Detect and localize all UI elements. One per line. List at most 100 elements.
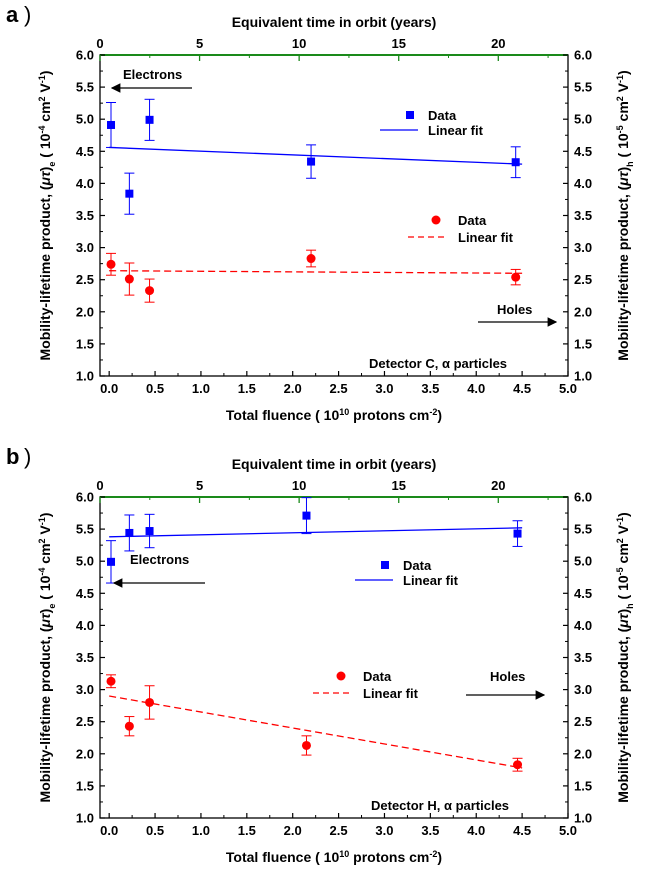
legend-electrons-data-marker xyxy=(381,561,389,569)
top-x-tick-label: 20 xyxy=(491,36,505,51)
legend-holes-data-label: Data xyxy=(458,213,487,228)
x-tick-label: 2.0 xyxy=(284,823,302,838)
y-tick-label-right: 3.5 xyxy=(574,208,592,223)
y-tick-label-right: 2.5 xyxy=(574,714,592,729)
electrons-data-point xyxy=(125,528,134,537)
y-tick-label-left: 3.5 xyxy=(76,650,94,665)
y-tick-label-left: 6.0 xyxy=(76,48,94,63)
x-tick-label: 2.5 xyxy=(330,381,348,396)
x-tick-label: 2.5 xyxy=(330,823,348,838)
y-tick-label-left: 1.5 xyxy=(76,336,94,351)
y-tick-label-left: 5.5 xyxy=(76,80,94,95)
detector-annotation: Detector H, α particles xyxy=(371,798,509,813)
x-tick-label: 1.0 xyxy=(192,381,210,396)
x-tick-label: 4.0 xyxy=(467,823,485,838)
x-tick-label: 0.5 xyxy=(146,823,164,838)
y-tick-label-right: 6.0 xyxy=(574,48,592,63)
top-x-tick-label: 15 xyxy=(391,478,405,493)
y-tick-label-right: 3.5 xyxy=(574,650,592,665)
x-tick-label: 3.5 xyxy=(421,823,439,838)
x-tick-label: 1.0 xyxy=(192,823,210,838)
electrons-data-point xyxy=(511,158,520,167)
y-tick-label-left: 5.5 xyxy=(76,522,94,537)
electrons-fit-line xyxy=(109,146,523,165)
legend-holes-data-marker xyxy=(431,215,441,225)
y-tick-label-right: 5.5 xyxy=(574,80,592,95)
x-tick-label: 4.5 xyxy=(513,381,531,396)
y-tick-label-left: 1.5 xyxy=(76,778,94,793)
plot-frame xyxy=(99,496,569,819)
y-tick-label-left: 5.0 xyxy=(76,554,94,569)
electrons-data-point xyxy=(125,189,134,198)
electrons-data-point xyxy=(107,557,116,566)
y-tick-label-right: 1.0 xyxy=(574,811,592,826)
holes-fit-line xyxy=(109,695,523,769)
legend-electrons-data-label: Data xyxy=(428,108,457,123)
holes-data-point xyxy=(124,721,134,731)
y-tick-label-right: 2.0 xyxy=(574,746,592,761)
top-x-tick-label: 5 xyxy=(196,478,203,493)
x-tick-label: 4.5 xyxy=(513,823,531,838)
top-x-tick-label: 15 xyxy=(391,36,405,51)
y-tick-label-right: 1.0 xyxy=(574,369,592,384)
panel-label-a-paren: ) xyxy=(24,2,32,27)
top-x-tick-label: 0 xyxy=(96,478,103,493)
holes-data-point xyxy=(513,760,523,770)
electrons-data-point xyxy=(302,511,311,520)
holes-arrow-label: Holes xyxy=(497,302,532,317)
y-tick-label-right: 4.5 xyxy=(574,144,592,159)
chart-b: 0.0 0.5 1.0 1.5 2.0 2.5 3.0 3.5 4.0 4.5 5.01.0 1.01… xyxy=(37,456,635,865)
y-tick-label-left: 6.0 xyxy=(76,490,94,505)
y-tick-label-left: 5.0 xyxy=(76,112,94,127)
top-x-tick-label: 10 xyxy=(292,478,306,493)
legend-holes-fit-label: Linear fit xyxy=(458,230,514,245)
top-x-tick-label: 5 xyxy=(196,36,203,51)
panel-label-b-paren: ) xyxy=(24,444,32,469)
electrons-fit-line xyxy=(109,527,523,538)
holes-data-point xyxy=(106,676,116,686)
y-tick-label-right: 5.0 xyxy=(574,112,592,127)
x-tick-label: 2.0 xyxy=(284,381,302,396)
electrons-arrow-label: Electrons xyxy=(130,552,189,567)
electrons-data-point xyxy=(145,527,154,536)
x-tick-label: 3.5 xyxy=(421,381,439,396)
legend-holes-data-label: Data xyxy=(363,669,392,684)
x-axis-title: Total fluence ( 1010 protons cm-2) xyxy=(226,849,442,865)
x-tick-label: 4.0 xyxy=(467,381,485,396)
x-tick-label: 0.0 xyxy=(100,823,118,838)
y-tick-label-right: 2.0 xyxy=(574,304,592,319)
holes-fit-line xyxy=(109,270,523,274)
y-tick-label-right: 5.0 xyxy=(574,554,592,569)
legend-holes-fit-label: Linear fit xyxy=(363,686,419,701)
y-axis-title-right: Mobility-lifetime product, (μτ)h ( 10-5 … xyxy=(615,70,635,360)
y-tick-label-left: 4.5 xyxy=(76,586,94,601)
y-tick-label-right: 4.5 xyxy=(574,586,592,601)
holes-data-point xyxy=(301,740,311,750)
y-axis-title-right: Mobility-lifetime product, (μτ)h ( 10-5 … xyxy=(615,512,635,802)
electrons-data-point xyxy=(513,529,522,538)
y-tick-label-left: 2.5 xyxy=(76,272,94,287)
top-x-tick-label: 10 xyxy=(292,36,306,51)
y-tick-label-right: 1.5 xyxy=(574,336,592,351)
legend-electrons-fit-label: Linear fit xyxy=(428,123,484,138)
legend-electrons-data-marker xyxy=(406,111,414,119)
top-x-tick-label: 0 xyxy=(96,36,103,51)
x-tick-label: 3.0 xyxy=(375,381,393,396)
legend-holes-data-marker xyxy=(336,671,346,681)
x-tick-label: 1.5 xyxy=(238,381,256,396)
y-tick-label-right: 6.0 xyxy=(574,490,592,505)
y-tick-label-left: 3.0 xyxy=(76,240,94,255)
panel-label-a: a xyxy=(6,2,19,27)
holes-data-point xyxy=(106,259,116,269)
y-axis-title-left: Mobility-lifetime product, (μτ)e ( 10-4 … xyxy=(37,71,57,361)
y-tick-label-right: 4.0 xyxy=(574,618,592,633)
holes-arrow-label: Holes xyxy=(490,669,525,684)
x-axis-title: Total fluence ( 1010 protons cm-2) xyxy=(226,407,442,423)
legend-electrons-data-label: Data xyxy=(403,558,432,573)
x-tick-label: 0.5 xyxy=(146,381,164,396)
y-axis-title-left: Mobility-lifetime product, (μτ)e ( 10-4 … xyxy=(37,513,57,803)
detector-annotation: Detector C, α particles xyxy=(369,356,507,371)
top-x-axis-title: Equivalent time in orbit (years) xyxy=(232,456,437,472)
electrons-data-point xyxy=(145,115,154,124)
y-tick-label-left: 4.0 xyxy=(76,618,94,633)
